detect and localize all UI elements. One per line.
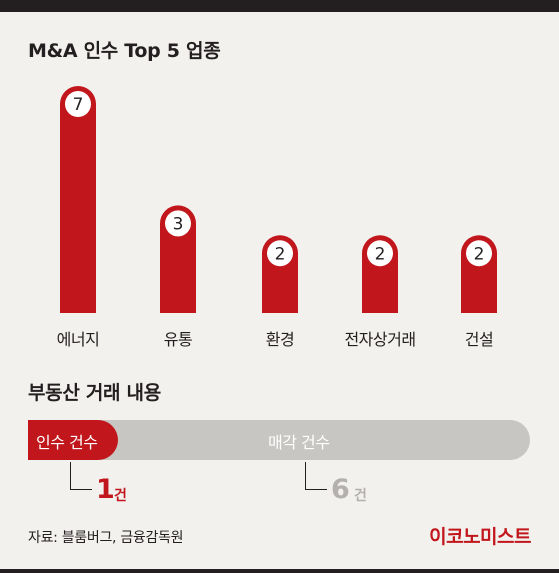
bar	[60, 104, 96, 313]
bar-group: 2 건설	[461, 235, 497, 349]
category-label: 전자상거래	[344, 330, 415, 349]
value-badge	[466, 240, 492, 267]
acquisition-bar	[28, 420, 118, 460]
bottom-bar	[0, 569, 559, 573]
source-note: 자료: 블룸버그, 금융감독원	[28, 530, 184, 546]
category-label: 환경	[266, 330, 294, 349]
data-label: 2	[474, 244, 485, 264]
category-label: 에너지	[57, 330, 100, 349]
category-label: 유통	[164, 330, 192, 349]
acquisition-count-unit: 건	[114, 488, 127, 504]
value-badge	[65, 91, 91, 117]
bar-group: 7 에너지	[57, 86, 100, 349]
acquisition-count: 1	[96, 474, 115, 505]
deals-title: 부동산 거래 내용	[28, 382, 161, 404]
bar-group: 2 환경	[262, 235, 298, 349]
data-label: 2	[375, 244, 386, 264]
top-bar	[0, 0, 559, 12]
chart-title: M&A 인수 Top 5 업종	[28, 40, 221, 62]
sale-count-unit: 건	[354, 488, 367, 504]
sale-leader-line	[305, 462, 327, 490]
sale-label: 매각 건수	[268, 433, 330, 452]
value-badge	[165, 210, 191, 237]
bar-group: 3 유통	[160, 205, 196, 349]
data-label: 2	[275, 244, 286, 264]
publisher-logo: 이코노미스트	[429, 526, 531, 548]
category-label: 건설	[465, 330, 493, 349]
sale-count: 6	[331, 474, 350, 505]
data-label: 7	[73, 95, 84, 115]
acquisition-label: 인수 건수	[36, 433, 98, 452]
bar-group: 2 전자상거래	[344, 235, 416, 349]
value-badge	[367, 240, 393, 267]
acquisition-leader-line	[70, 462, 92, 490]
bar-chart: 7 에너지 3 유통 2 환경 2 전자상거래 2 건설	[57, 86, 497, 349]
value-badge	[267, 240, 293, 267]
data-label: 3	[173, 214, 184, 234]
